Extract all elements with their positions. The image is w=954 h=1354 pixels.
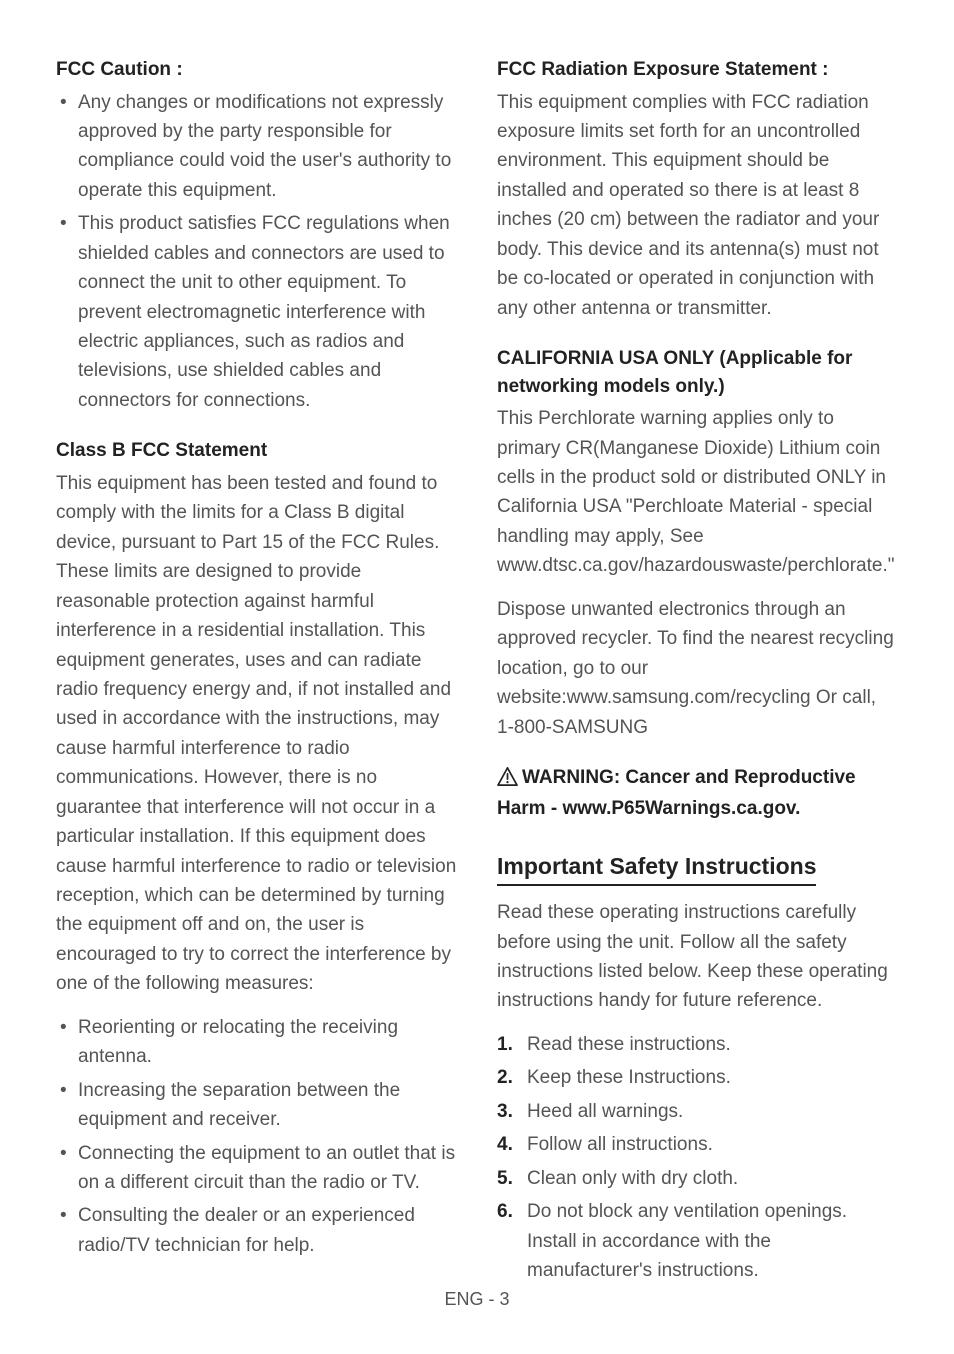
list-item: This product satisfies FCC regulations w… — [78, 209, 457, 415]
p65-warning: WARNING: Cancer and Reproductive Harm - … — [497, 764, 898, 824]
page-content: FCC Caution : Any changes or modificatio… — [0, 0, 954, 1329]
safety-list: 1.Read these instructions. 2.Keep these … — [497, 1030, 898, 1286]
list-item: 3.Heed all warnings. — [527, 1097, 898, 1126]
radiation-para: This equipment complies with FCC radiati… — [497, 88, 898, 324]
class-b-block: Class B FCC Statement This equipment has… — [56, 437, 457, 1260]
class-b-para: This equipment has been tested and found… — [56, 469, 457, 999]
list-item: 6.Do not block any ventilation openings.… — [527, 1197, 898, 1285]
right-column: FCC Radiation Exposure Statement : This … — [497, 56, 898, 1289]
class-b-measures-list: Reorienting or relocating the receiving … — [56, 1013, 457, 1261]
list-item: 5.Clean only with dry cloth. — [527, 1164, 898, 1193]
list-item: Reorienting or relocating the receiving … — [78, 1013, 457, 1072]
item-text: Keep these Instructions. — [527, 1067, 731, 1088]
fcc-caution-block: FCC Caution : Any changes or modificatio… — [56, 56, 457, 415]
list-item: 2.Keep these Instructions. — [527, 1063, 898, 1092]
california-block: CALIFORNIA USA ONLY (Applicable for netw… — [497, 345, 898, 742]
california-heading: CALIFORNIA USA ONLY (Applicable for netw… — [497, 345, 898, 400]
safety-title: Important Safety Instructions — [497, 850, 816, 886]
safety-intro: Read these operating instructions carefu… — [497, 898, 898, 1016]
left-column: FCC Caution : Any changes or modificatio… — [56, 56, 457, 1289]
page-footer: ENG - 3 — [0, 1289, 954, 1310]
item-text: Clean only with dry cloth. — [527, 1168, 738, 1189]
list-item: 1.Read these instructions. — [527, 1030, 898, 1059]
item-text: Read these instructions. — [527, 1034, 731, 1055]
warning-icon — [497, 767, 518, 796]
list-item: 4.Follow all instructions. — [527, 1130, 898, 1159]
list-item: Connecting the equipment to an outlet th… — [78, 1139, 457, 1198]
item-text: Do not block any ventilation openings. I… — [527, 1201, 847, 1281]
radiation-block: FCC Radiation Exposure Statement : This … — [497, 56, 898, 323]
warning-text: WARNING: Cancer and Reproductive Harm - … — [497, 767, 856, 820]
item-text: Heed all warnings. — [527, 1101, 683, 1122]
safety-block: Important Safety Instructions Read these… — [497, 842, 898, 1285]
list-item: Consulting the dealer or an experienced … — [78, 1201, 457, 1260]
class-b-heading: Class B FCC Statement — [56, 437, 457, 465]
radiation-heading: FCC Radiation Exposure Statement : — [497, 56, 898, 84]
list-item: Increasing the separation between the eq… — [78, 1076, 457, 1135]
item-text: Follow all instructions. — [527, 1134, 713, 1155]
list-item: Any changes or modifications not express… — [78, 88, 457, 206]
california-para-1: This Perchlorate warning applies only to… — [497, 404, 898, 581]
fcc-caution-list: Any changes or modifications not express… — [56, 88, 457, 416]
fcc-caution-heading: FCC Caution : — [56, 56, 457, 84]
california-para-2: Dispose unwanted electronics through an … — [497, 595, 898, 742]
